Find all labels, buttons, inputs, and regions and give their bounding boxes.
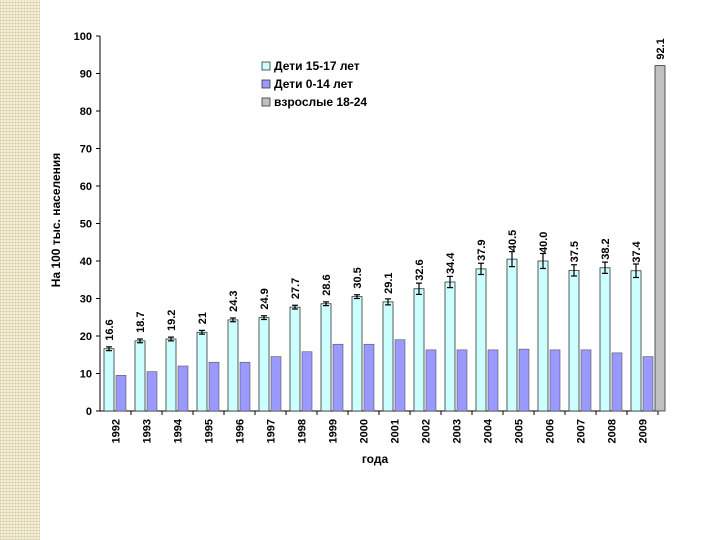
y-tick-label: 10 [80, 369, 92, 381]
x-tick-label: 1998 [297, 419, 309, 443]
bar-children [115, 375, 127, 412]
x-tick-label: 2004 [483, 418, 495, 443]
y-tick-label: 40 [80, 256, 92, 268]
data-label: 32.6 [414, 259, 426, 280]
y-tick-label: 100 [74, 31, 92, 43]
bar-teens [320, 303, 332, 412]
legend-label: Дети 15-17 лет [274, 59, 360, 73]
x-tick-label: 2006 [545, 419, 557, 443]
x-tick-label: 1996 [235, 419, 247, 443]
y-tick-label: 30 [80, 294, 92, 306]
x-tick-label: 1993 [142, 419, 154, 443]
x-tick-label: 1995 [204, 419, 216, 443]
data-label: 21 [197, 312, 209, 324]
x-tick-label: 1994 [173, 418, 185, 443]
bar-children [177, 365, 189, 412]
y-axis-label: На 100 тыс. населения [49, 153, 63, 288]
bar-adults [654, 65, 666, 412]
x-tick-label: 2001 [390, 419, 402, 443]
chart-bars [103, 65, 666, 412]
x-tick-label: 1999 [328, 419, 340, 443]
bar-teens [351, 296, 363, 412]
bar-children [580, 349, 592, 412]
bar-children [332, 343, 344, 412]
x-tick-label: 1997 [266, 419, 278, 443]
bar-children [518, 348, 530, 412]
x-tick-label: 2007 [576, 419, 588, 443]
data-label: 18.7 [135, 311, 147, 332]
x-tick-label: 2000 [359, 419, 371, 443]
bar-teens [134, 340, 146, 412]
data-label: 37.9 [476, 239, 488, 260]
data-label: 40.5 [507, 230, 519, 251]
chart-legend: Дети 15-17 лет Дети 0-14 лет взрослые 18-2… [261, 59, 367, 109]
chart-axes: 0 10 20 30 40 50 60 70 80 90 100 1992 1993 1994 1995 19… [74, 31, 659, 443]
bar-teens [227, 319, 239, 412]
bar-teens [630, 270, 642, 412]
x-tick-label: 1992 [111, 419, 123, 443]
x-tick-label: 2005 [514, 419, 526, 443]
bar-children [208, 361, 220, 412]
data-label: 34.4 [445, 252, 457, 274]
data-label: 24.3 [228, 290, 240, 311]
bar-children [301, 351, 313, 412]
data-label: 16.6 [104, 319, 116, 340]
bar-children [146, 371, 158, 412]
bar-teens [103, 348, 115, 412]
data-label: 38.2 [600, 238, 612, 259]
data-label: 28.6 [321, 274, 333, 295]
data-label: 24.9 [259, 288, 271, 309]
data-label: 40.0 [538, 232, 550, 253]
data-label: 19.2 [166, 310, 178, 331]
bar-teens [289, 306, 301, 412]
bar-children [487, 349, 499, 412]
bar-teens [444, 281, 456, 412]
decorative-side-strip [0, 0, 40, 540]
x-tick-label: 2003 [452, 419, 464, 443]
y-tick-label: 20 [80, 331, 92, 343]
y-tick-label: 50 [80, 219, 92, 231]
bar-teens [568, 269, 580, 412]
legend-swatch [261, 79, 271, 89]
legend-label: взрослые 18-24 [274, 95, 367, 109]
bar-children [239, 361, 251, 412]
bar-teens [537, 260, 549, 412]
legend-label: Дети 0-14 лет [274, 77, 353, 91]
bar-teens [382, 301, 394, 412]
x-axis-label: года [362, 452, 389, 466]
y-tick-label: 0 [86, 406, 92, 418]
bar-children [642, 356, 654, 412]
bar-teens [258, 317, 270, 412]
y-tick-label: 60 [80, 181, 92, 193]
bar-children [394, 339, 406, 412]
legend-swatch [261, 97, 271, 107]
bar-teens [506, 258, 518, 412]
bar-teens [196, 331, 208, 412]
data-label: 30.5 [352, 267, 364, 288]
bar-teens [413, 288, 425, 412]
bar-teens [475, 268, 487, 412]
data-label: 37.5 [569, 241, 581, 262]
y-tick-label: 90 [80, 69, 92, 81]
data-label: 37.4 [631, 240, 643, 262]
x-tick-label: 2009 [638, 419, 650, 443]
bar-children [549, 349, 561, 412]
x-tick-label: 2002 [421, 419, 433, 443]
legend-swatch [261, 61, 271, 71]
chart-data-labels: 16.6 18.7 19.2 21 24.3 24.9 27.7 28.6 30.5 29.1 32… [104, 38, 667, 341]
y-tick-label: 80 [80, 106, 92, 118]
data-label: 27.7 [290, 278, 302, 299]
x-tick-label: 2008 [607, 419, 619, 443]
bar-children [363, 343, 375, 412]
bar-teens [165, 338, 177, 412]
bar-children [270, 356, 282, 412]
bar-children [425, 349, 437, 412]
data-label: 29.1 [383, 272, 395, 293]
bar-children [456, 349, 468, 412]
y-tick-label: 70 [80, 144, 92, 156]
data-label: 92.1 [655, 38, 667, 59]
bar-children [611, 352, 623, 412]
bar-teens [599, 267, 611, 412]
